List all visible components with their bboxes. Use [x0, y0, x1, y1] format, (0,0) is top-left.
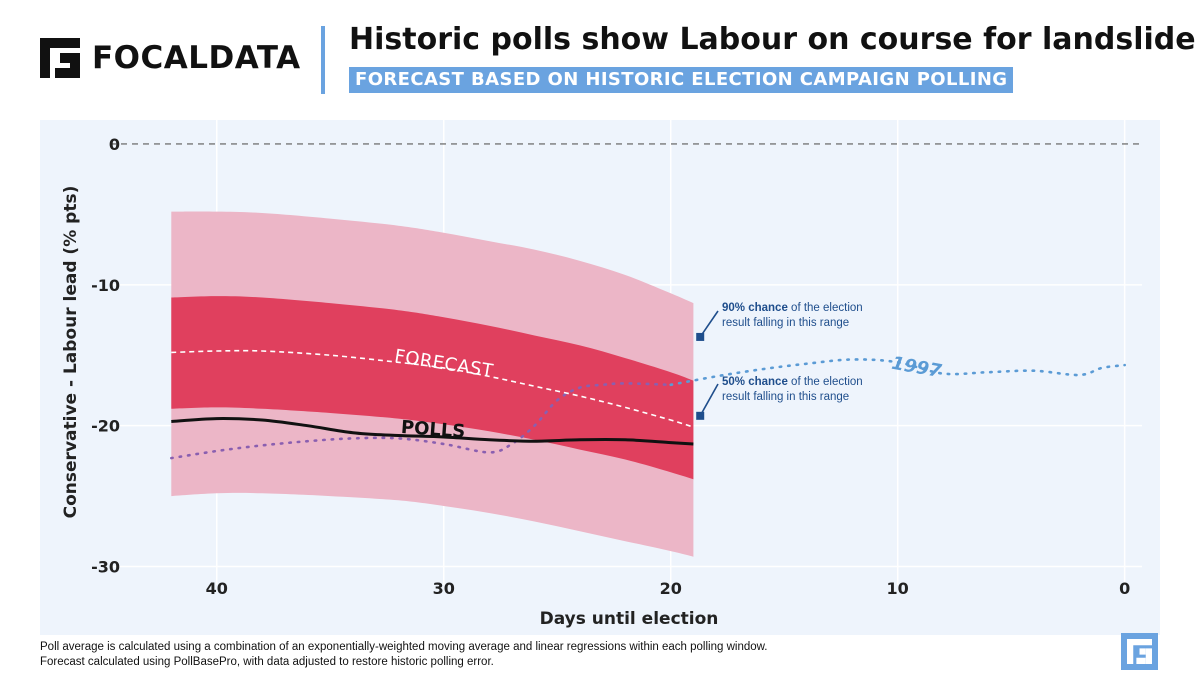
x-tick-label: 40 — [206, 579, 228, 598]
y-tick-label: -20 — [91, 417, 120, 436]
annotation-50-line2: result falling in this range — [722, 391, 850, 403]
label-polls: POLLS — [400, 417, 466, 442]
annotation-90-line2: result falling in this range — [722, 317, 850, 329]
band-50 — [171, 296, 694, 480]
x-tick-label: 0 — [1119, 579, 1130, 598]
corner-logo-icon — [1127, 639, 1152, 664]
footnote-line-1: Poll average is calculated using a combi… — [40, 641, 768, 653]
leader-50 — [699, 383, 719, 417]
annotation-90: 90% chance of the election result fallin… — [722, 301, 863, 331]
x-tick-label: 30 — [433, 579, 455, 598]
x-tick-label: 20 — [660, 579, 682, 598]
annotation-90-rest: of the election — [787, 302, 863, 314]
footnote-line-2: Forecast calculated using PollBasePro, w… — [40, 656, 494, 668]
annotation-90-bold: 90% chance — [722, 302, 788, 314]
annotation-50-rest: of the election — [787, 376, 863, 388]
series-polls — [171, 417, 694, 446]
x-tick-label: 10 — [887, 579, 909, 598]
page-title: Historic polls show Labour on course for… — [349, 22, 1196, 57]
y-tick-label: -10 — [91, 276, 120, 295]
y-tick-label: -30 — [91, 558, 120, 577]
y-axis-label: Conservative - Labour lead (% pts) — [61, 186, 81, 519]
x-axis-label: Days until election — [540, 609, 719, 629]
page-subtitle: FORECAST BASED ON HISTORIC ELECTION CAMP… — [349, 67, 1014, 93]
annotation-markers — [696, 310, 719, 420]
ticks: 40 30 20 10 0 0 -10 -20 -30 — [91, 135, 1130, 598]
header-divider — [321, 26, 325, 94]
focaldata-logo-icon — [40, 38, 80, 78]
y-tick-label: 0 — [109, 135, 120, 154]
corner-logo — [1121, 633, 1158, 670]
bands — [171, 211, 694, 557]
lines — [170, 349, 1126, 460]
annotation-50: 50% chance of the election result fallin… — [722, 375, 863, 405]
series-forecast — [171, 349, 694, 428]
focaldata-logo: FOCALDATA — [40, 38, 301, 78]
brand-name: FOCALDATA — [92, 40, 301, 76]
series-1997-overlap — [170, 382, 672, 460]
leader-90 — [699, 310, 719, 338]
annotation-50-bold: 50% chance — [722, 376, 788, 388]
footnote: Poll average is calculated using a combi… — [40, 640, 768, 670]
